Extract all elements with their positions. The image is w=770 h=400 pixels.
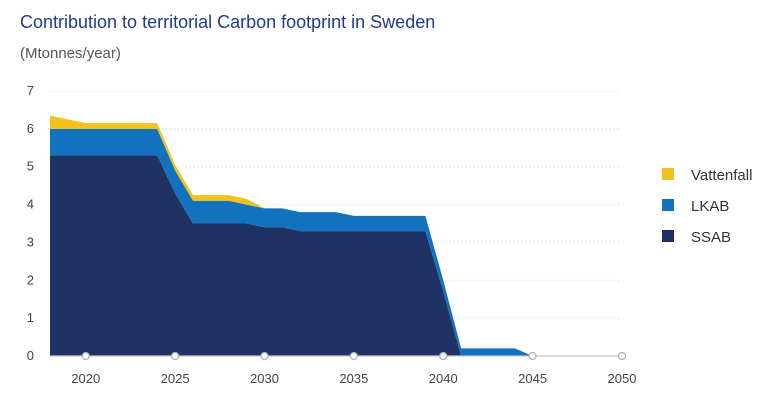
chart-title: Contribution to territorial Carbon footp…: [20, 12, 436, 32]
y-tick-label: 7: [27, 83, 34, 98]
x-tick-marker: [528, 351, 537, 361]
x-tick-marker: [439, 351, 448, 361]
x-tick-label: 2020: [71, 371, 100, 386]
area-series-lkab: [50, 128, 533, 356]
y-tick-label: 5: [27, 159, 34, 174]
y-tick-label: 2: [27, 272, 34, 287]
legend-swatch-lkab: [662, 199, 674, 211]
y-tick-label: 0: [27, 348, 34, 363]
area-series-ssab: [50, 155, 533, 356]
y-axis-ticks: 0 1 2 3 4 5 6 7: [27, 83, 34, 363]
y-tick-label: 1: [27, 310, 34, 325]
y-tick-label: 4: [27, 197, 34, 212]
x-tick-label: 2030: [250, 371, 279, 386]
legend-swatch-ssab: [662, 230, 674, 242]
area-series: [50, 115, 533, 356]
x-tick-label: 2025: [161, 371, 190, 386]
x-tick-marker: [81, 351, 90, 361]
y-tick-label: 6: [27, 121, 34, 136]
x-tick-marker: [349, 351, 358, 361]
legend-swatch-vattenfall: [662, 168, 674, 180]
legend-label-vattenfall: Vattenfall: [691, 167, 752, 184]
x-tick-marker: [171, 351, 180, 361]
x-tick-marker: [260, 351, 269, 361]
x-tick-label: 2040: [429, 371, 458, 386]
x-tick-label: 2045: [518, 371, 547, 386]
legend-label-lkab: LKAB: [691, 198, 729, 215]
x-axis-ticks: 2020 2025 2030 2035 2040 2045 2050: [71, 351, 637, 386]
y-tick-label: 3: [27, 234, 34, 249]
x-tick-marker: [617, 351, 627, 361]
y-axis-unit-label: (Mtonnes/year): [20, 45, 121, 62]
legend: Vattenfall LKAB SSAB: [662, 167, 752, 246]
gridlines: [50, 90, 622, 319]
legend-label-ssab: SSAB: [691, 229, 731, 246]
x-tick-label: 2050: [608, 371, 637, 386]
x-tick-label: 2035: [339, 371, 368, 386]
